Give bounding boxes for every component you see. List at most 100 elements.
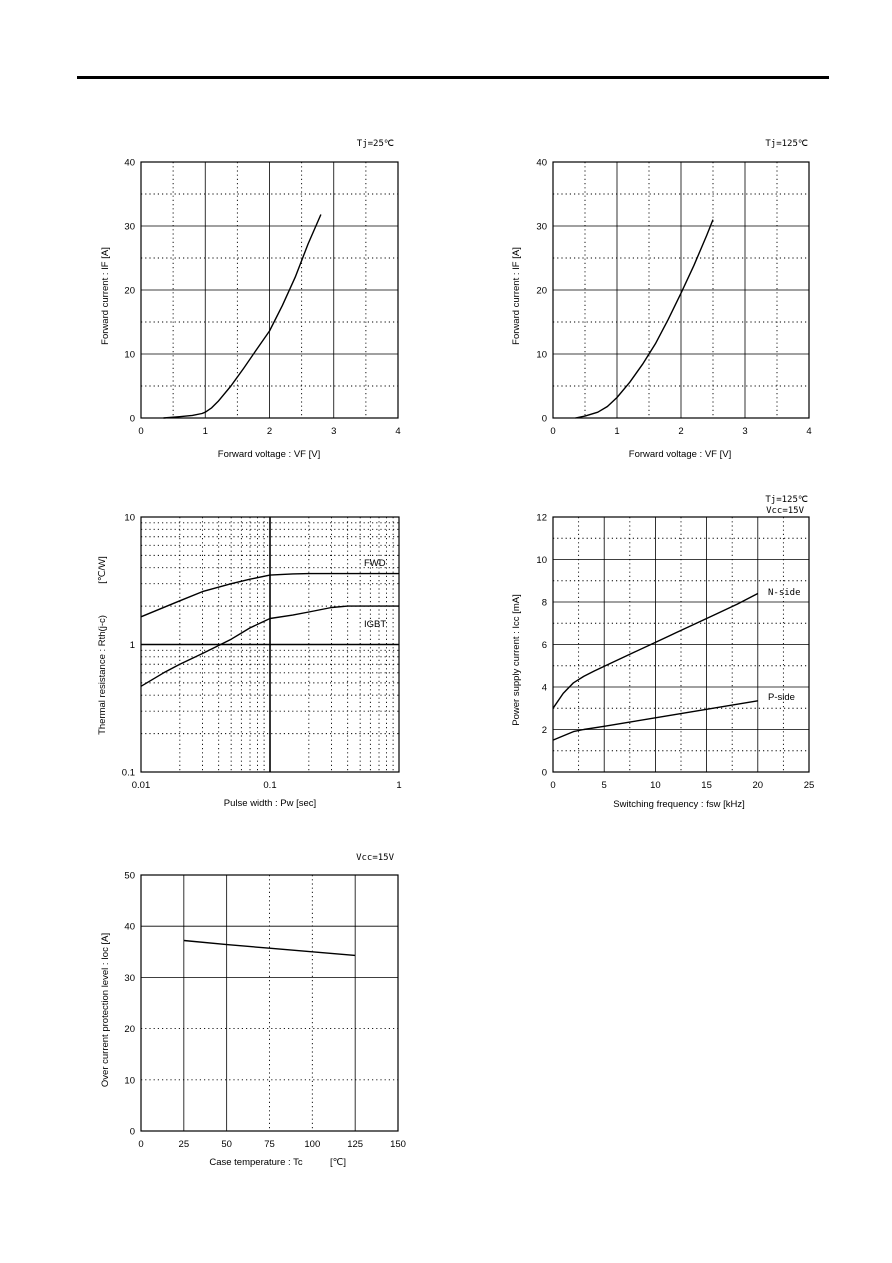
x-tick-label: 15 xyxy=(701,780,712,791)
x-tick-label: 100 xyxy=(304,1139,320,1150)
x-axis-label: Forward voltage : VF [V] xyxy=(629,449,731,460)
series-line-0 xyxy=(163,214,322,419)
x-tick-label: 20 xyxy=(753,780,764,791)
x-tick-label: 1 xyxy=(614,426,619,437)
y-tick-label: 20 xyxy=(536,286,547,297)
x-tick-label: 3 xyxy=(331,426,336,437)
y-tick-label: 0 xyxy=(542,414,547,425)
y-tick-label: 40 xyxy=(124,158,135,169)
y-tick-label: 10 xyxy=(124,513,135,524)
y-tick-label: 10 xyxy=(536,350,547,361)
x-tick-label: 4 xyxy=(395,426,400,437)
top-rule xyxy=(77,76,829,79)
x-tick-label: 3 xyxy=(742,426,747,437)
condition-label: Vcc=15V xyxy=(356,853,395,863)
y-tick-label: 1 xyxy=(130,640,135,651)
y-tick-label: 20 xyxy=(124,1024,135,1035)
y-axis-unit: [℃/W] xyxy=(97,556,108,584)
y-tick-label: 30 xyxy=(124,973,135,984)
series-label-igbt: IGBT xyxy=(364,619,386,630)
tick-labels: 0 5 10 15 20 25 0 2 4 6 8 10 12 xyxy=(536,513,814,792)
y-tick-label: 0 xyxy=(130,1127,135,1138)
x-tick-label: 4 xyxy=(806,426,811,437)
grid xyxy=(140,161,399,419)
x-axis-label: Case temperature : Tc xyxy=(209,1157,303,1168)
x-axis-label: Switching frequency : fsw [kHz] xyxy=(613,799,744,810)
y-tick-label: 40 xyxy=(124,922,135,933)
y-tick-label: 30 xyxy=(124,222,135,233)
x-tick-label: 25 xyxy=(804,780,815,791)
x-tick-label: 0 xyxy=(550,426,555,437)
y-tick-label: 6 xyxy=(542,640,547,651)
x-tick-label: 2 xyxy=(678,426,683,437)
tick-labels: 0 25 50 75 100 125 150 0 10 20 30 40 50 xyxy=(124,871,406,1151)
y-tick-label: 4 xyxy=(542,683,547,694)
series-label-fwd: FWD xyxy=(364,558,386,569)
y-axis-label: Forward current : IF [A] xyxy=(511,247,522,345)
y-tick-label: 0 xyxy=(542,768,547,779)
condition-label: Tj=25℃ xyxy=(357,139,394,149)
x-tick-label: 150 xyxy=(390,1139,406,1150)
series-line-fwd xyxy=(140,572,399,618)
plot-frame xyxy=(140,516,400,773)
y-tick-label: 30 xyxy=(536,222,547,233)
y-tick-label: 0 xyxy=(130,414,135,425)
series-line-p-side xyxy=(552,700,758,741)
series-label-n-side: N-side xyxy=(768,588,801,598)
series-line-0 xyxy=(183,939,356,957)
x-tick-label: 2 xyxy=(267,426,272,437)
plot-frame xyxy=(552,161,810,419)
y-tick-label: 40 xyxy=(536,158,547,169)
y-axis-label: Thermal resistance : Rth(j-c) xyxy=(97,615,108,735)
x-tick-label: 0.1 xyxy=(263,780,276,791)
plot-frame xyxy=(552,516,810,773)
x-tick-label: 0.01 xyxy=(132,780,151,791)
x-tick-label: 50 xyxy=(221,1139,232,1150)
series-line-n-side xyxy=(552,592,759,709)
x-tick-label: 0 xyxy=(550,780,555,791)
x-tick-label: 5 xyxy=(602,780,607,791)
x-tick-label: 25 xyxy=(179,1139,190,1150)
series-line-igbt xyxy=(140,605,399,687)
y-tick-label: 8 xyxy=(542,598,547,609)
plot-frame xyxy=(140,874,399,1132)
y-tick-label: 12 xyxy=(536,513,547,524)
grid xyxy=(140,874,399,1132)
y-tick-label: 10 xyxy=(536,555,547,566)
y-axis-label: Over current protection level : Ioc [A] xyxy=(100,933,111,1087)
x-tick-label: 0 xyxy=(138,426,143,437)
x-tick-label: 10 xyxy=(650,780,661,791)
y-axis-label: Power supply current : Icc [mA] xyxy=(511,594,522,725)
y-tick-label: 50 xyxy=(124,871,135,882)
grid xyxy=(552,516,810,773)
x-tick-label: 0 xyxy=(138,1139,143,1150)
x-tick-label: 1 xyxy=(203,426,208,437)
x-axis-label: Pulse width : Pw [sec] xyxy=(224,798,316,809)
condition-label-2: Vcc=15V xyxy=(766,506,805,516)
y-tick-label: 0.1 xyxy=(122,768,135,779)
y-tick-label: 10 xyxy=(124,350,135,361)
grid xyxy=(140,516,400,773)
x-tick-label: 75 xyxy=(264,1139,275,1150)
x-axis-label: Forward voltage : VF [V] xyxy=(218,449,320,460)
y-axis-label: Forward current : IF [A] xyxy=(100,247,111,345)
condition-label: Tj=125℃ xyxy=(765,139,808,149)
y-tick-label: 20 xyxy=(124,286,135,297)
x-axis-unit: [℃] xyxy=(330,1157,346,1168)
y-tick-label: 10 xyxy=(124,1075,135,1086)
grid xyxy=(552,161,810,419)
plot-frame xyxy=(140,161,399,419)
condition-label: Tj=125℃ xyxy=(765,495,808,505)
series-line-0 xyxy=(575,219,714,419)
x-tick-label: 125 xyxy=(347,1139,363,1150)
series-label-p-side: P-side xyxy=(768,692,795,703)
x-tick-label: 1 xyxy=(396,780,401,791)
